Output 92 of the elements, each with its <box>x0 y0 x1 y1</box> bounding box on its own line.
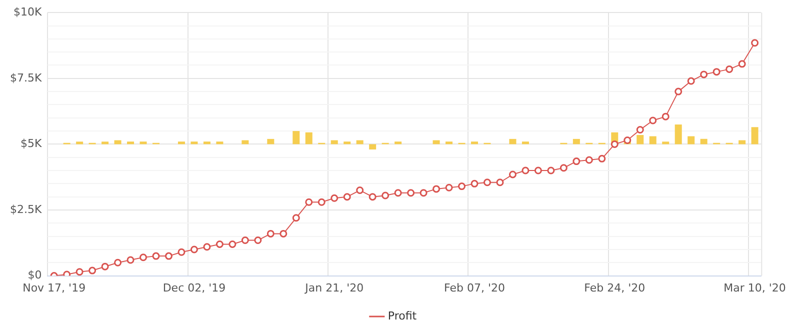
point <box>534 166 542 174</box>
y-tick-label: $5K <box>20 137 42 150</box>
bar <box>102 142 109 144</box>
bar <box>394 142 402 144</box>
bar <box>76 142 84 144</box>
point <box>178 248 186 256</box>
x-tick-label: Dec 02, '19 <box>162 281 226 294</box>
bar <box>662 142 670 144</box>
bar <box>509 138 516 144</box>
point <box>114 258 122 266</box>
bar <box>471 142 478 144</box>
point <box>280 230 288 238</box>
point <box>738 60 746 68</box>
point <box>126 256 134 264</box>
point <box>76 268 84 276</box>
point <box>88 266 96 274</box>
x-tick-label: Jan 21, '20 <box>304 281 364 294</box>
point <box>152 252 160 260</box>
bar <box>267 138 274 144</box>
x-tick-label: Feb 24, '20 <box>584 281 646 294</box>
bar <box>700 138 708 144</box>
point <box>560 164 568 172</box>
point <box>407 189 415 197</box>
point <box>241 236 249 244</box>
point <box>726 65 734 73</box>
point <box>368 193 376 201</box>
point <box>292 214 300 222</box>
y-tick-label: $7.5K <box>10 71 42 84</box>
bar <box>522 142 529 144</box>
point <box>662 112 670 120</box>
bar <box>140 142 147 144</box>
bar <box>305 132 312 144</box>
point <box>687 77 695 85</box>
point <box>496 178 504 186</box>
bar <box>344 142 351 144</box>
point <box>228 240 236 248</box>
point <box>649 116 657 124</box>
point <box>420 189 428 197</box>
bar <box>292 131 300 144</box>
bar <box>649 136 656 144</box>
point <box>700 70 708 78</box>
bar <box>369 144 376 150</box>
y-tick-label: $0 <box>28 268 42 282</box>
bar <box>572 138 580 144</box>
point <box>547 166 555 174</box>
point <box>624 136 632 144</box>
point <box>508 170 516 178</box>
x-tick-label: Nov 17, '19 <box>22 281 86 294</box>
point <box>484 178 491 186</box>
point <box>712 68 720 76</box>
legend-label: Profit <box>388 309 418 322</box>
point <box>305 198 313 206</box>
point <box>598 154 606 162</box>
point <box>572 158 580 166</box>
bar <box>446 142 453 144</box>
point <box>445 184 453 192</box>
point <box>216 240 224 248</box>
point <box>203 243 211 251</box>
point <box>140 254 148 262</box>
point <box>432 185 440 193</box>
bar <box>190 142 198 144</box>
bar <box>674 124 682 144</box>
point <box>751 39 759 47</box>
point <box>343 193 351 201</box>
point <box>470 180 478 188</box>
bar <box>127 142 134 144</box>
bar <box>751 127 758 144</box>
point <box>394 189 402 197</box>
point <box>610 140 618 148</box>
x-tick-label: Feb 07, '20 <box>444 281 505 294</box>
bar <box>178 142 185 144</box>
point <box>674 88 682 96</box>
y-tick-label: $2.5K <box>10 202 42 216</box>
point <box>382 192 390 200</box>
point <box>636 126 644 134</box>
x-tick-label: Mar 10, '20 <box>724 281 786 294</box>
point <box>190 246 198 254</box>
point <box>254 236 262 244</box>
point <box>522 166 530 174</box>
bar <box>203 142 210 144</box>
point <box>585 156 593 164</box>
point <box>458 182 466 190</box>
bar <box>636 134 644 144</box>
bar <box>216 142 224 144</box>
point <box>164 252 172 260</box>
point <box>356 186 364 194</box>
point <box>101 262 109 270</box>
y-tick-label: $10K <box>13 5 42 18</box>
bar <box>688 136 695 144</box>
point <box>318 198 326 206</box>
point <box>330 194 338 202</box>
point <box>266 230 274 238</box>
